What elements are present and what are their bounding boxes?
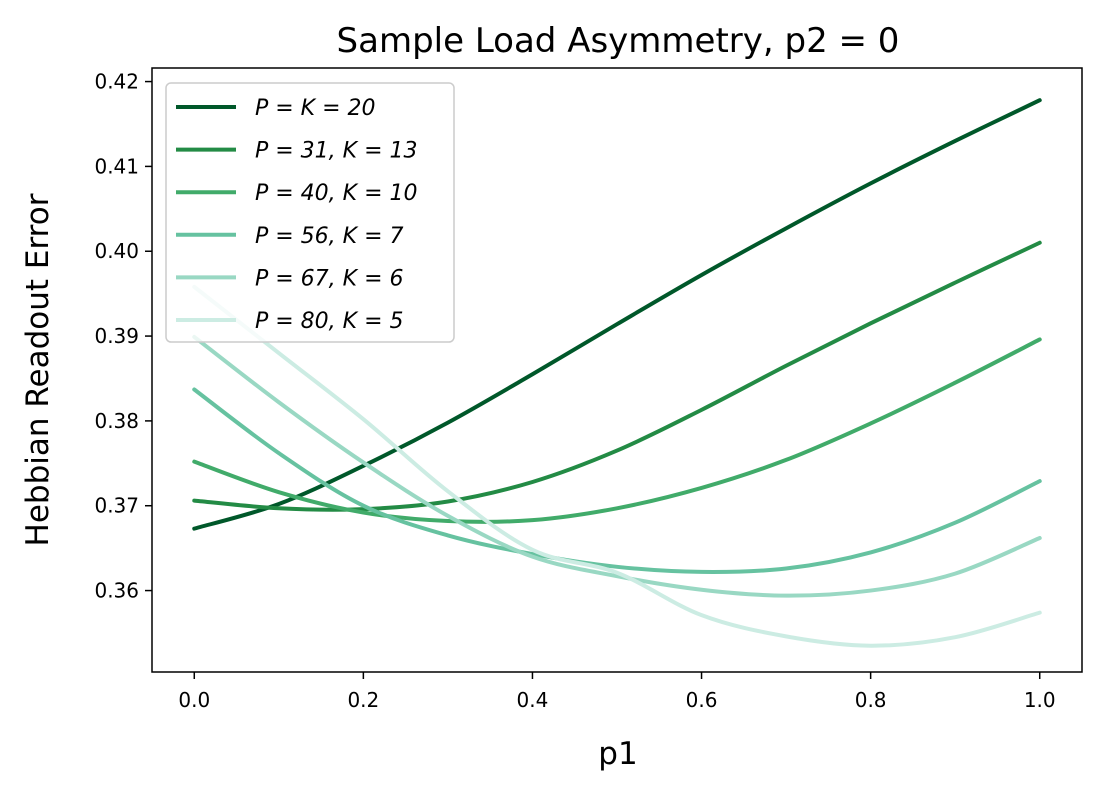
x-tick-label: 1.0	[1024, 688, 1056, 712]
y-tick-label: 0.38	[94, 409, 139, 433]
x-tick-label: 0.2	[347, 688, 379, 712]
legend-entry-label: P = 31, K = 13	[255, 139, 418, 164]
y-tick-label: 0.39	[94, 324, 139, 348]
series-layer	[192, 98, 1042, 648]
legend-entry-label: P = K = 20	[255, 96, 376, 121]
legend-box	[165, 82, 455, 343]
y-tick-label: 0.40	[94, 239, 139, 263]
y-axis-label: Hebbian Readout Error	[20, 193, 56, 546]
legend-items: P = K = 20 P = 31, K = 13 P = 40, K = 10 P …	[176, 96, 418, 334]
x-axis-label: p1	[598, 736, 637, 772]
series-line-5	[192, 334, 1042, 598]
series-line-6	[192, 284, 1042, 648]
legend: P = K = 20 P = 31, K = 13 P = 40, K = 10 P …	[165, 82, 455, 343]
x-tick-label: 0.4	[517, 688, 549, 712]
y-tick-label: 0.42	[94, 70, 139, 94]
y-axis: 0.36 0.37 0.38 0.39 0.40 0.41 0.42	[94, 70, 152, 603]
series-line-3	[192, 337, 1042, 524]
series-line-2	[192, 240, 1042, 512]
x-axis: 0.0 0.2 0.4 0.6 0.8 1.0	[178, 672, 1056, 712]
plot-frame	[151, 67, 1083, 673]
legend-entry-label: P = 40, K = 10	[255, 181, 418, 206]
legend-entry-label: P = 80, K = 5	[255, 309, 404, 334]
y-tick-label: 0.41	[94, 154, 139, 178]
legend-entry-label: P = 56, K = 7	[255, 224, 404, 249]
y-tick-label: 0.37	[94, 494, 139, 518]
x-tick-label: 0.8	[855, 688, 887, 712]
x-tick-label: 0.6	[686, 688, 718, 712]
x-tick-label: 0.0	[178, 688, 210, 712]
series-line-1	[192, 98, 1042, 531]
y-tick-label: 0.36	[94, 579, 139, 603]
chart-title: Sample Load Asymmetry, p2 = 0	[337, 21, 900, 61]
legend-entry-label: P = 67, K = 6	[255, 266, 404, 291]
series-line-4	[192, 387, 1042, 574]
